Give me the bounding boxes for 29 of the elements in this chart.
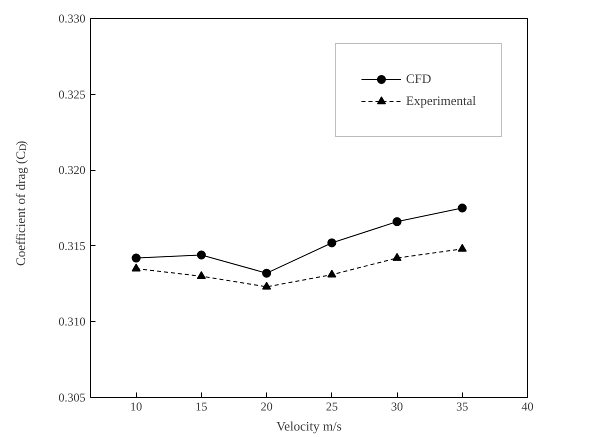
point	[392, 217, 402, 226]
x-tick-label: 25	[326, 400, 338, 414]
legend-label: Experimental	[406, 93, 476, 109]
point	[392, 252, 402, 261]
point	[458, 244, 467, 252]
x-tick-label: 35	[456, 400, 468, 414]
y-tick-label: 0.310	[58, 314, 86, 329]
point	[262, 282, 272, 290]
point	[132, 264, 141, 272]
y-tick-label: 0.305	[58, 390, 86, 404]
point	[196, 250, 206, 260]
point	[196, 271, 206, 280]
point	[327, 238, 336, 248]
x-tick-label: 40	[522, 400, 534, 414]
x-tick-label: 10	[130, 400, 142, 414]
point	[262, 268, 272, 278]
x-tick-label: 20	[260, 400, 273, 414]
x-tick-label: 30	[391, 400, 404, 414]
x-tick-label: 15	[195, 400, 208, 414]
y-tick-label: 0.330	[58, 12, 86, 26]
point	[458, 204, 467, 212]
point	[327, 270, 336, 278]
x-axis-title: Velocity m/s	[276, 418, 342, 434]
point	[132, 254, 141, 263]
y-tick-label: 0.315	[58, 238, 86, 253]
y-tick-label: 0.325	[58, 87, 86, 102]
legend-label: CFD	[406, 71, 432, 87]
y-tick-label: 0.320	[58, 163, 86, 178]
y-axis-title: Coefficient of drag (CD)	[13, 140, 29, 266]
